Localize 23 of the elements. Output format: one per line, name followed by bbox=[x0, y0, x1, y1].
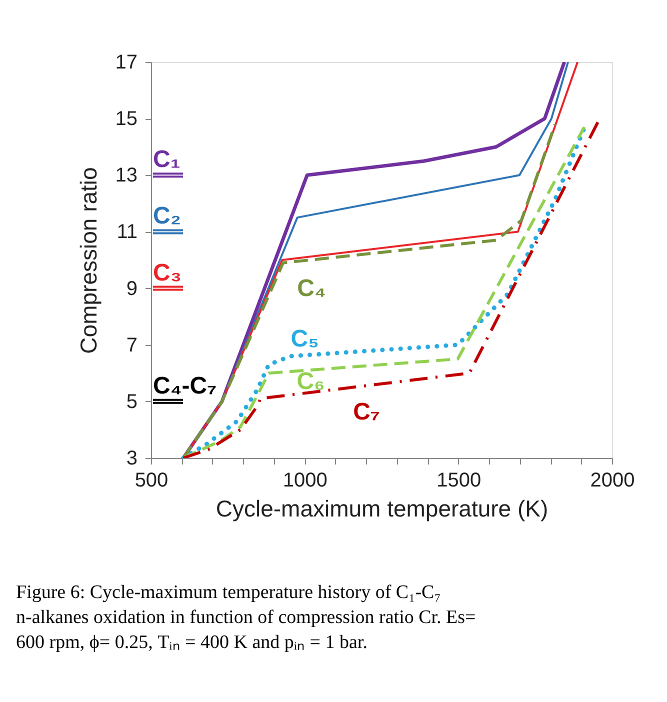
y-tick-label: 3 bbox=[126, 448, 138, 470]
series-label: C₄ bbox=[297, 274, 326, 302]
y-tick-label: 15 bbox=[115, 108, 138, 130]
ref-line-label: C₃ bbox=[153, 259, 182, 286]
y-axis-title: Compression ratio bbox=[75, 167, 102, 354]
y-tick-label: 5 bbox=[126, 390, 138, 413]
y-tick-label: 11 bbox=[116, 221, 138, 244]
series-label: C₆ bbox=[296, 368, 325, 396]
caption: Figure 6: Cycle-maximum temperature history of C₁-C₇ n-alkanes oxidation in function of compression ratio Cr. Es= 600 rpm, ϕ= 0.25, Tᵢₙ = 400 K and pᵢₙ = 1 bar. bbox=[16, 582, 476, 653]
ref-line-label: C₂ bbox=[153, 202, 181, 230]
x-tick-label: 1500 bbox=[436, 470, 482, 492]
series-label: C₅ bbox=[290, 326, 320, 353]
ref-line-label: C₄-C₇ bbox=[153, 372, 217, 400]
x-tick-label: 1000 bbox=[282, 470, 328, 492]
y-tick-label: 17 bbox=[115, 52, 138, 74]
y-tick-label: 7 bbox=[126, 334, 138, 356]
x-tick-label: 2000 bbox=[590, 470, 635, 492]
series-label: C₇ bbox=[353, 398, 380, 426]
ref-line-label: C₁ bbox=[153, 146, 180, 174]
x-axis-title: Cycle-maximum temperature (K) bbox=[216, 496, 548, 522]
x-tick-label: 500 bbox=[134, 470, 168, 492]
y-tick-label: 13 bbox=[115, 164, 138, 187]
y-tick-label: 9 bbox=[126, 278, 138, 300]
